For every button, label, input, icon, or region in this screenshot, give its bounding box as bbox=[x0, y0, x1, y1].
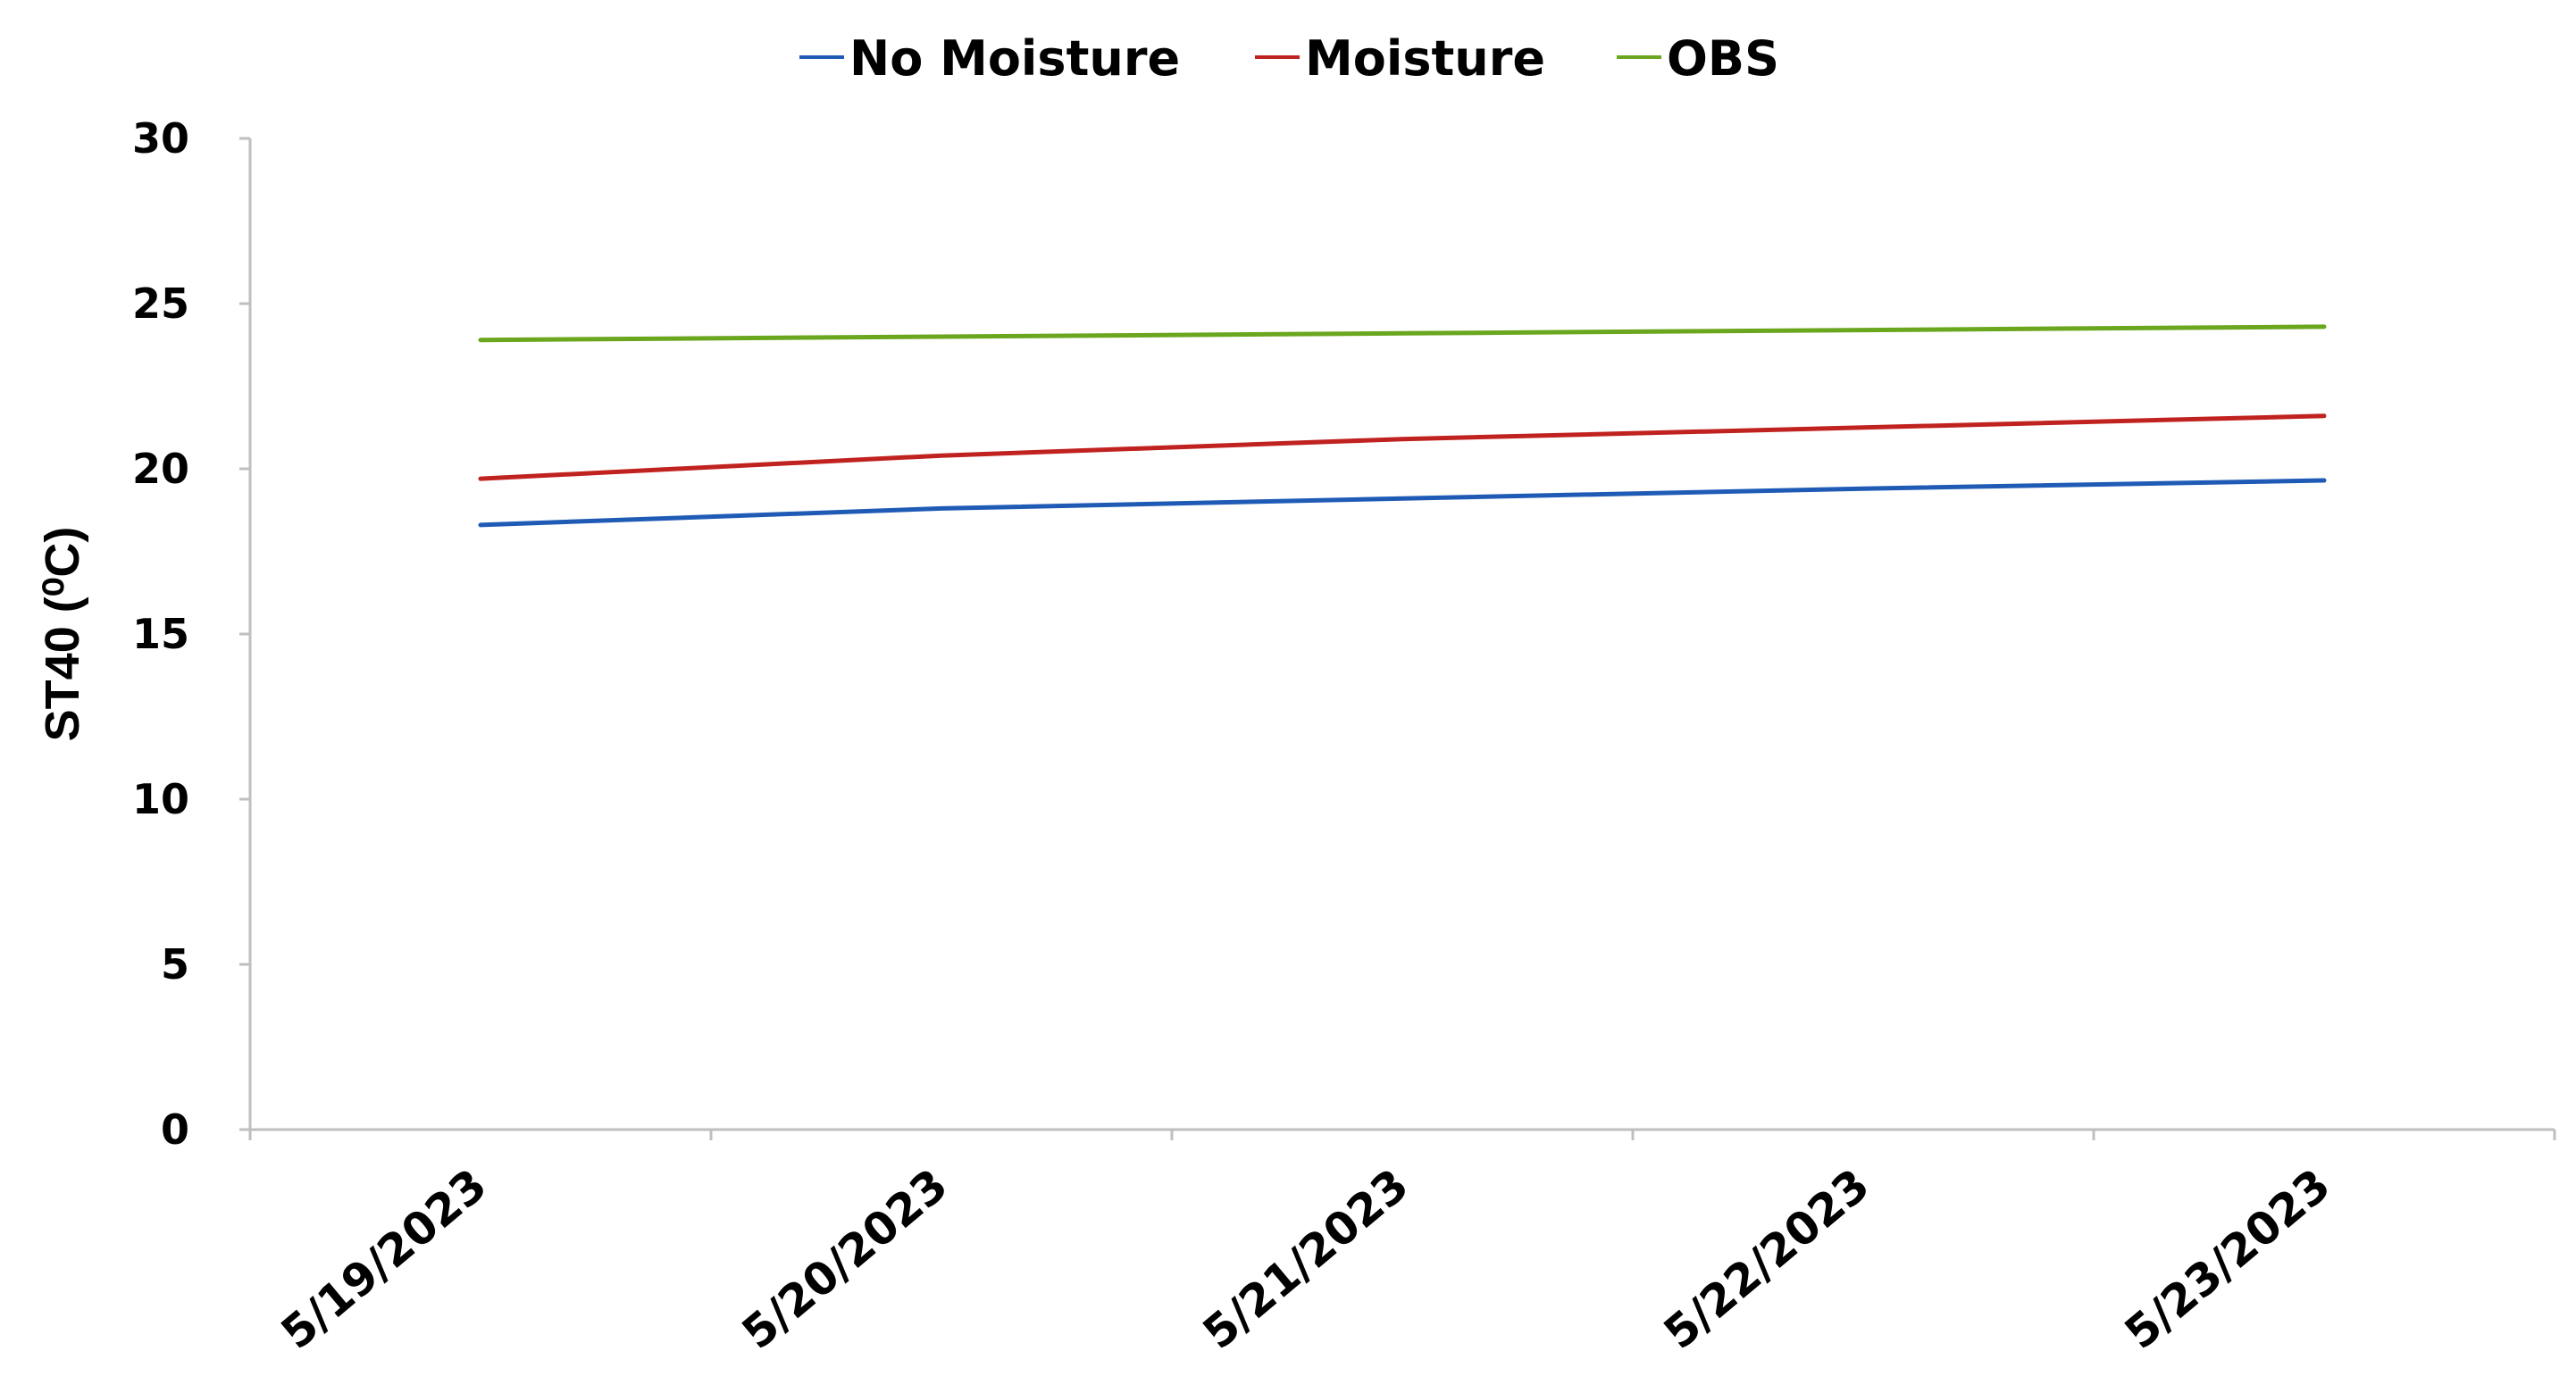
y-tick-label: 0 bbox=[161, 1105, 189, 1154]
x-tick-label: 5/22/2023 bbox=[1654, 1159, 1879, 1359]
y-tick-label: 25 bbox=[132, 279, 189, 328]
series-line-no-moisture bbox=[478, 478, 2327, 528]
x-tick-label: 5/21/2023 bbox=[1193, 1159, 1418, 1359]
y-tick-label: 10 bbox=[132, 775, 189, 823]
y-tick-label: 30 bbox=[132, 114, 189, 163]
legend-label: No Moisture bbox=[849, 30, 1180, 87]
y-axis-ticks: 0 5 10 15 20 25 30 bbox=[132, 114, 250, 1154]
chart-axes bbox=[239, 138, 2555, 1140]
y-tick-label: 5 bbox=[161, 940, 189, 988]
legend-label: OBS bbox=[1667, 30, 1779, 87]
y-axis-title-group: ST40 (⁰C) bbox=[36, 527, 89, 742]
chart-legend: No Moisture Moisture OBS bbox=[799, 30, 1779, 87]
y-axis-title: ST40 (⁰C) bbox=[36, 527, 89, 742]
x-tick-label: 5/20/2023 bbox=[732, 1159, 958, 1359]
x-tick-label: 5/19/2023 bbox=[272, 1159, 497, 1359]
x-axis-ticks: 5/19/2023 5/20/2023 5/21/2023 5/22/2023 5/23… bbox=[248, 1130, 2556, 1359]
chart-series bbox=[478, 324, 2327, 528]
legend-label: Moisture bbox=[1305, 30, 1545, 87]
y-tick-label: 20 bbox=[132, 445, 189, 493]
series-line-moisture bbox=[478, 413, 2327, 481]
x-tick-label: 5/23/2023 bbox=[2115, 1159, 2340, 1359]
y-tick-label: 15 bbox=[132, 610, 189, 658]
series-line-obs bbox=[478, 324, 2327, 343]
